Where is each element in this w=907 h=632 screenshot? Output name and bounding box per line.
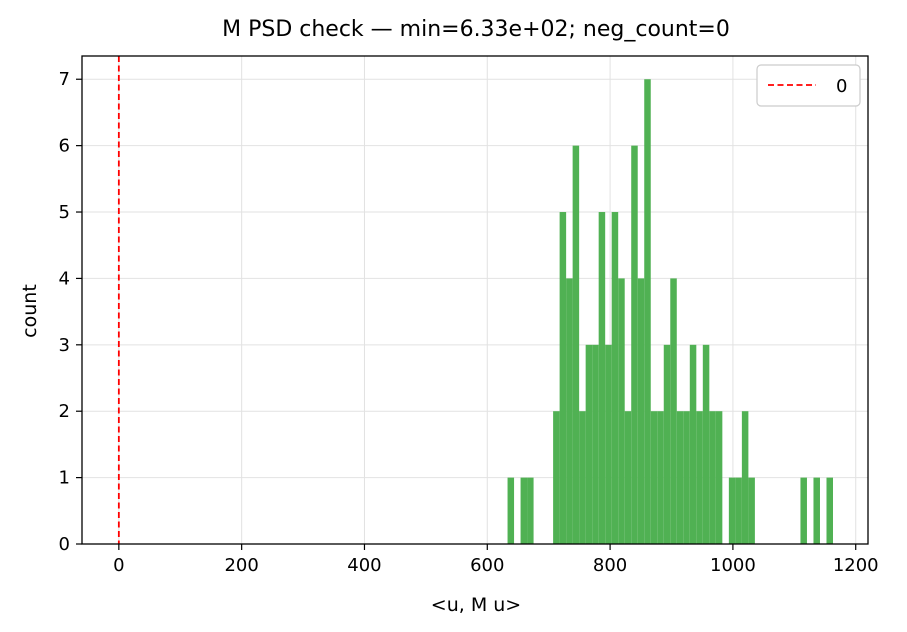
histogram-bar-22 [676,411,684,544]
histogram-bar-8 [585,344,593,544]
histogram-bar-29 [728,477,736,544]
y-axis-ticks: 0 1 2 3 4 5 6 7 [59,69,82,555]
histogram-bar-11 [605,344,612,544]
x-tick-label-3: 600 [470,555,504,576]
axes-frame [81,55,869,545]
histogram-bar-2 [527,477,534,544]
chart-title: M PSD check — min=6.33e+02; neg_count=0 [222,17,730,42]
histogram-bar-23 [683,411,690,544]
y-tick-label-6: 6 [59,136,70,157]
histogram-bar-19 [657,411,664,544]
y-tick-label-5: 5 [59,202,70,223]
histogram-bar-1 [520,477,528,544]
histogram-bar-0 [507,477,515,544]
histogram-bar-27 [709,411,716,544]
histogram-bar-35 [826,477,833,544]
x-tick-label-0: 0 [113,555,124,576]
histogram-bar-24 [689,344,697,544]
y-tick-label-1: 1 [59,468,70,489]
x-tick-label-2: 400 [347,555,381,576]
histogram-bar-21 [670,278,677,544]
histogram-bar-26 [702,344,710,544]
histogram-bar-33 [800,477,807,544]
y-tick-label-2: 2 [59,401,70,422]
histogram-bar-25 [696,411,703,544]
y-tick-label-0: 0 [59,534,70,555]
histogram-bar-30 [735,477,742,544]
histogram-bar-32 [748,477,755,544]
x-axis-ticks: 0 200 400 600 800 1000 1200 [113,544,879,576]
x-tick-label-5: 1000 [710,555,756,576]
x-tick-label-4: 800 [593,555,627,576]
bars [507,79,833,544]
y-tick-label-3: 3 [59,335,70,356]
histogram-bar-15 [631,145,638,544]
histogram-bar-28 [715,411,723,544]
x-axis-label: <u, M u> [431,594,521,616]
histogram-bar-13 [618,278,625,544]
histogram-bar-5 [566,278,573,544]
histogram-bar-4 [559,212,567,544]
histogram-bar-3 [553,411,560,544]
histogram-bar-18 [650,411,658,544]
histogram-bar-31 [741,411,749,544]
x-tick-label-6: 1200 [833,555,879,576]
histogram-bar-7 [579,411,586,544]
y-tick-label-7: 7 [59,69,70,90]
legend-entry-label: 0 [836,76,847,97]
histogram-bar-10 [598,212,606,544]
histogram-bar-20 [663,344,671,544]
y-axis-label: count [19,284,41,338]
histogram-bar-14 [624,411,632,544]
histogram-bar-9 [592,344,599,544]
plot-area: 0 200 400 600 800 1000 1200 0 1 2 3 4 5 6 7 [59,55,879,576]
y-tick-label-4: 4 [59,268,70,289]
histogram-bar-12 [611,212,619,544]
histogram-bar-34 [813,477,820,544]
histogram-bar-6 [572,145,580,544]
histogram-bar-16 [637,278,645,544]
x-tick-label-1: 200 [224,555,258,576]
histogram-bar-17 [644,79,651,544]
legend: 0 [756,64,861,107]
